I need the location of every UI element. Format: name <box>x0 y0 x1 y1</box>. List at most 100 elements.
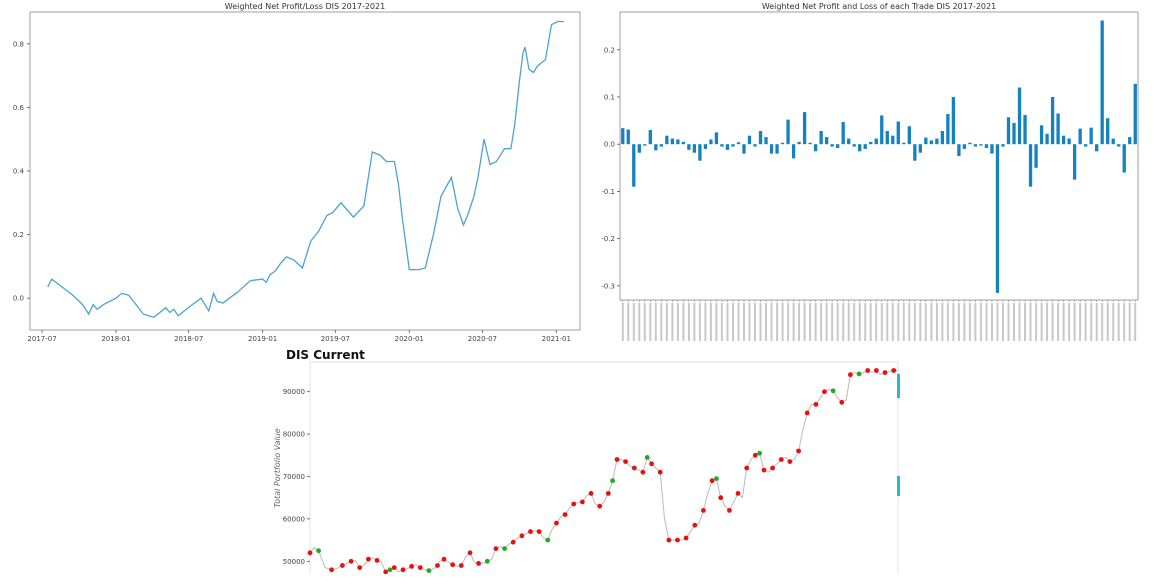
chart2-bar <box>913 144 917 161</box>
chart1-series-line <box>47 20 564 319</box>
chart2-bar <box>753 144 757 147</box>
chart3-sell-marker <box>709 478 715 484</box>
chart3-sell-marker <box>675 537 680 543</box>
chart2-bar <box>830 144 834 147</box>
chart2-bar <box>902 142 906 145</box>
chart2-bar <box>764 137 768 145</box>
chart1-title: Weighted Net Profit/Loss DIS 2017-2021 <box>225 2 385 11</box>
chart3-sell-marker <box>528 529 533 534</box>
chart3-sell-marker <box>519 533 525 539</box>
chart2-xtick-label-blur <box>1134 303 1137 341</box>
chart2-xtick-label-blur <box>875 303 878 341</box>
chart2-xtick-label-blur <box>814 303 817 341</box>
chart2-xtick-label-blur <box>1024 303 1026 341</box>
chart2-xtick-label-blur <box>820 303 823 341</box>
chart2-bar <box>1067 138 1071 145</box>
chart2-xtick-label-blur <box>726 303 729 341</box>
chart2-xtick-label-blur <box>1073 303 1076 341</box>
chart2-bar <box>659 144 663 147</box>
chart3-sell-marker <box>727 508 732 513</box>
chart3-sell-marker <box>657 469 663 475</box>
chart2-xtick-label-blur <box>946 303 949 341</box>
chart2-bar <box>637 144 641 153</box>
chart2-bar <box>1078 128 1082 145</box>
chart2-bar <box>643 144 647 146</box>
chart3-sell-marker <box>623 459 628 464</box>
chart3-sell-marker <box>796 448 801 454</box>
chart2-title: Weighted Net Profit and Loss of each Tra… <box>762 2 996 11</box>
chart2-bar <box>1084 144 1088 147</box>
chart3-sell-marker <box>588 491 594 496</box>
chart2-plot-frame <box>619 11 1139 301</box>
chart3-sell-marker <box>417 565 423 570</box>
chart2-bar <box>780 142 785 145</box>
chart3-sell-marker <box>744 465 750 471</box>
chart2-xtick-label-blur <box>1128 303 1131 341</box>
chart3-sell-marker <box>450 562 456 568</box>
chart2-bar <box>907 126 911 145</box>
chart2-xtick-label-blur <box>1029 303 1032 341</box>
chart3-sell-marker <box>666 537 672 543</box>
chart2-xtick-label-blur <box>869 303 872 341</box>
chart3-sell-marker <box>597 503 603 509</box>
chart2-bar <box>962 144 967 149</box>
chart3-ytick-label: 60000 <box>283 515 305 523</box>
chart3-sell-marker <box>400 567 406 573</box>
chart2-bar <box>1061 135 1066 145</box>
chart3-sell-marker <box>701 508 706 513</box>
chart2-bar <box>747 135 752 145</box>
chart3-series-line <box>309 369 898 573</box>
chart3-sell-marker <box>383 569 389 575</box>
chart2-bar <box>813 144 818 152</box>
chart3-sell-marker <box>865 368 871 373</box>
chart2-bar <box>676 139 680 145</box>
chart2-bar <box>1034 144 1038 168</box>
chart2-xtick-label-blur <box>687 303 690 341</box>
chart3-sell-marker <box>614 457 620 462</box>
chart1-ytick-label: 0.8 <box>13 40 24 48</box>
chart3-ytick-label: 80000 <box>283 431 305 439</box>
chart3-sell-marker <box>778 457 784 462</box>
chart2-bar <box>632 144 636 187</box>
chart2-xtick-label-blur <box>1112 303 1115 341</box>
chart2-bar <box>648 130 652 145</box>
chart2-bar <box>891 135 895 145</box>
chart3-sell-marker <box>718 495 724 501</box>
chart1-plot-frame <box>29 11 581 331</box>
chart2-bar <box>1012 122 1016 145</box>
chart3-sell-marker <box>391 565 397 570</box>
chart2-bar <box>1028 144 1033 187</box>
chart3-range-indicator-top <box>897 374 900 398</box>
chart3-sell-marker <box>640 469 646 475</box>
chart3-plot-frame <box>309 361 899 578</box>
chart2-bar <box>802 112 807 145</box>
chart3-buy-marker <box>545 537 551 543</box>
chart2-xtick-label-blur <box>908 303 911 341</box>
chart2-xtick-label-blur <box>1079 303 1082 341</box>
chart3-sell-marker <box>458 563 464 568</box>
chart3-buy-marker <box>484 558 490 564</box>
chart3-sell-marker <box>510 539 516 545</box>
chart2-ytick-label: 0.0 <box>604 141 615 149</box>
chart1-ytick-label: 0.6 <box>13 104 25 112</box>
chart2-xtick-label-blur <box>924 303 927 341</box>
chart3-sell-marker <box>649 461 654 467</box>
chart2-ytick-label: -0.1 <box>601 188 615 196</box>
chart1-ytick-label: 0.2 <box>13 231 24 239</box>
chart2-xtick-label-blur <box>919 303 922 341</box>
chart1-xtick-label: 2021-01 <box>542 335 571 343</box>
chart1-xtick-label: 2019-07 <box>321 335 350 343</box>
chart2-bar <box>1133 83 1137 145</box>
chart3-sell-marker <box>683 535 689 541</box>
chart3-ytick-label: 70000 <box>283 473 305 481</box>
chart2-bar <box>1100 20 1104 145</box>
chart2-bar <box>621 128 625 145</box>
chart2-bar <box>758 130 763 145</box>
chart1-xtick-label: 2018-01 <box>101 335 130 343</box>
chart2-bar <box>1128 137 1132 145</box>
chart2-bar <box>687 144 691 150</box>
chart2-bar <box>1111 138 1115 145</box>
chart2-bar <box>852 144 856 147</box>
chart2-bar <box>1072 144 1077 180</box>
chart2-bar <box>841 122 845 145</box>
